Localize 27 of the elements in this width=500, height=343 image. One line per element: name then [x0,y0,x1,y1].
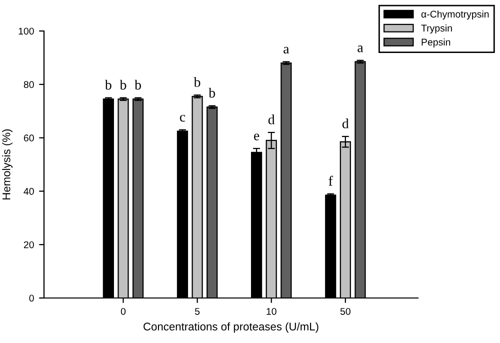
y-tick-label: 40 [24,188,34,195]
legend-label: Trypsin [421,24,452,34]
legend-label: α-Chymotrypsin [421,10,489,20]
y-tick-label: 0 [29,294,34,302]
x-tick-label: 0 [120,308,126,315]
data-label: d [268,114,275,124]
x-tick-label: 50 [340,308,350,315]
data-label: c [180,114,186,122]
x-axis-title: Concentrations of proteases (U/mL) [144,322,318,333]
data-label: b [194,77,200,87]
data-label: e [254,134,260,140]
y-axis-title: Hemolysis (%) [2,129,13,200]
data-label: f [328,176,333,186]
y-tick-label: 20 [24,241,34,248]
y-tick-label: 60 [24,134,34,142]
x-tick-label: 10 [266,308,276,315]
x-tick-label: 5 [194,308,200,315]
data-label: a [284,46,290,54]
y-tick-label: 80 [24,81,34,88]
legend-label: Pepsin [422,38,450,48]
y-tick-label: 100 [18,28,34,35]
data-label: b [104,80,112,90]
data-label: a [358,46,364,52]
data-label: b [120,80,126,90]
data-label: b [134,80,141,90]
data-label: b [208,88,216,98]
data-label: d [342,118,349,128]
